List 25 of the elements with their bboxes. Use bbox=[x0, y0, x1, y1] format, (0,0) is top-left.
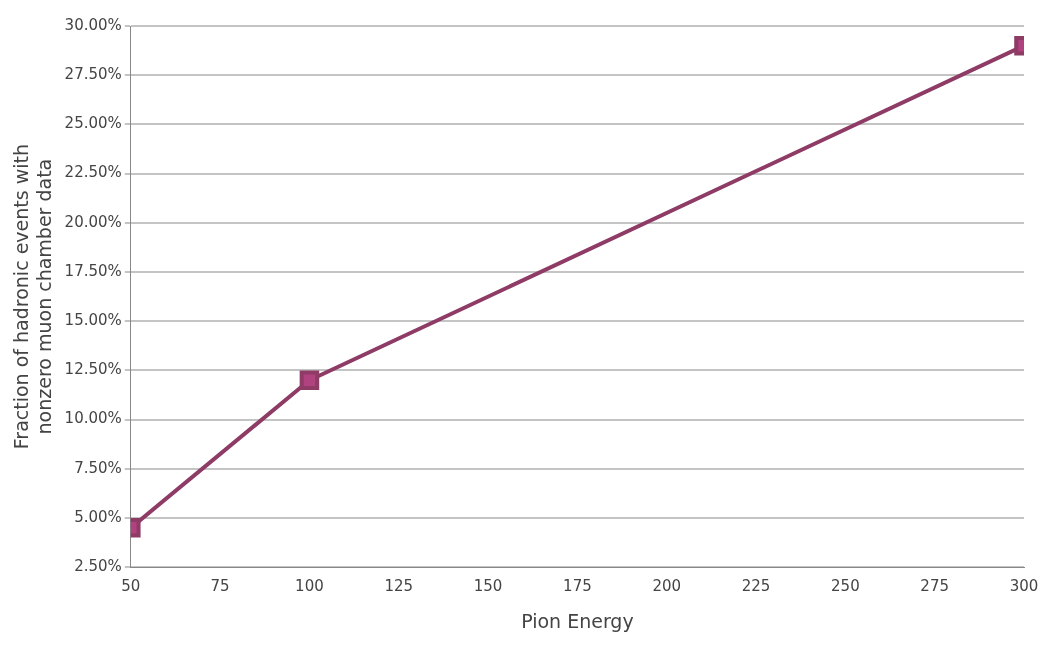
y-tick-label: 5.00% bbox=[74, 507, 122, 526]
x-tick-label: 200 bbox=[652, 577, 682, 596]
y-tick-label: 25.00% bbox=[64, 114, 122, 133]
y-tick-label: 10.00% bbox=[64, 409, 122, 428]
x-tick-label: 225 bbox=[741, 577, 771, 596]
x-tick-label: 275 bbox=[920, 577, 949, 596]
x-tick-label: 125 bbox=[384, 577, 414, 596]
y-tick-label: 22.50% bbox=[64, 163, 122, 182]
y-axis-title: Fraction of hadronic events with nonzero muon chamber data bbox=[10, 144, 56, 450]
y-tick-label: 30.00% bbox=[64, 15, 122, 34]
y-tick-label: 12.50% bbox=[64, 360, 122, 379]
x-tick-label: 150 bbox=[473, 577, 503, 596]
y-tick-label: 15.00% bbox=[64, 311, 122, 330]
x-tick-label: 75 bbox=[210, 577, 230, 596]
y-tick-label: 17.50% bbox=[64, 261, 122, 280]
x-tick-label: 175 bbox=[563, 577, 592, 596]
x-tick-label: 300 bbox=[1009, 577, 1039, 596]
y-tick-label: 27.50% bbox=[64, 65, 122, 84]
y-tick-label: 20.00% bbox=[64, 212, 122, 231]
y-tick-label: 7.50% bbox=[74, 458, 122, 477]
x-tick-label: 250 bbox=[831, 577, 860, 596]
x-axis-title: Pion Energy bbox=[521, 609, 634, 632]
x-tick-label: 50 bbox=[121, 577, 141, 596]
y-tick-label: 2.50% bbox=[74, 557, 122, 576]
x-tick-label: 100 bbox=[295, 577, 324, 596]
